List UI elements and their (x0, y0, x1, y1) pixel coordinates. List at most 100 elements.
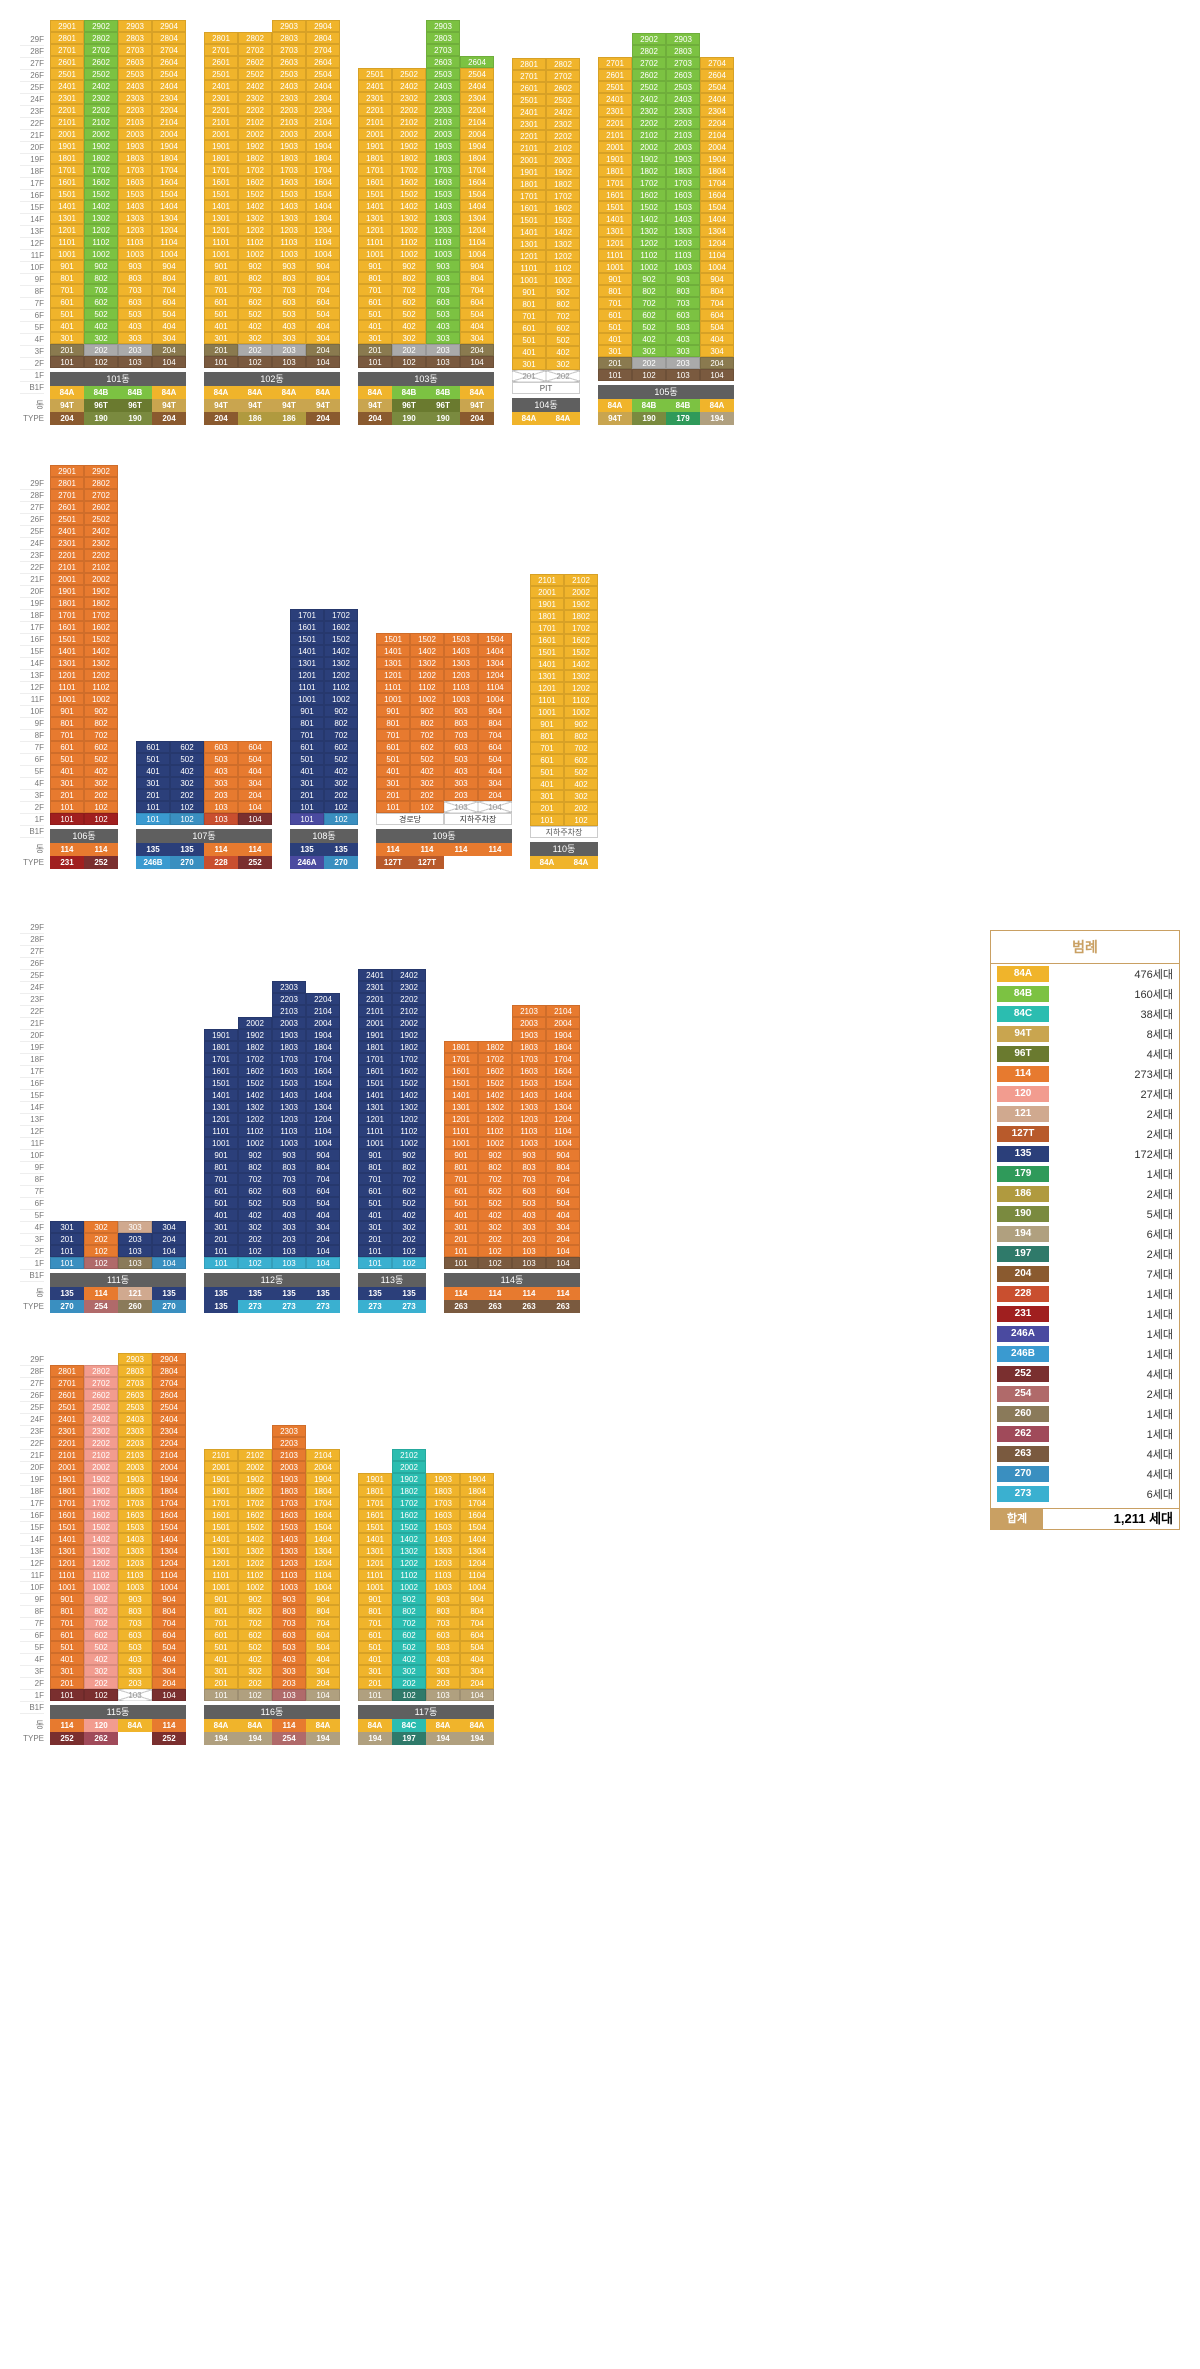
unit-cell: 1603 (426, 176, 460, 188)
unit-cell: 1403 (444, 645, 478, 657)
unit-cell: 1003 (118, 248, 152, 260)
unit-cell: 2404 (152, 80, 186, 92)
unit-cell: 2202 (238, 104, 272, 116)
unit-cell: 1602 (84, 621, 118, 633)
unit-cell: 402 (546, 346, 580, 358)
type-cell: 84A (546, 412, 580, 425)
unit-cell: 2402 (392, 969, 426, 981)
dong-label: 동 (20, 398, 44, 412)
unit-cell: 1002 (546, 274, 580, 286)
unit-cell (392, 20, 426, 32)
unit-cell: 2204 (700, 117, 734, 129)
legend-count: 4세대 (1049, 1366, 1173, 1382)
unit-cell: 103 (272, 1245, 306, 1257)
unit-cell: 102 (564, 814, 598, 826)
unit-cell: 1903 (272, 140, 306, 152)
unit-cell: 1702 (546, 190, 580, 202)
unit-cell: 104 (306, 1245, 340, 1257)
unit-cell: 1901 (204, 1029, 238, 1041)
unit-cell: 1601 (204, 1509, 238, 1521)
unit-cell: 1404 (306, 1089, 340, 1101)
unit-cell: 2704 (152, 1377, 186, 1389)
unit-cell: 401 (598, 333, 632, 345)
unit-cell: 1604 (700, 189, 734, 201)
unit-cell: 2101 (598, 129, 632, 141)
unit-cell: 704 (306, 1617, 340, 1629)
unit-cell: 402 (392, 320, 426, 332)
unit-cell: 102 (478, 1245, 512, 1257)
unit-cell: 503 (426, 308, 460, 320)
unit-cell: 1501 (50, 633, 84, 645)
building-name: 111동 (50, 1273, 186, 1287)
type-cell: 273 (306, 1300, 340, 1313)
unit-cell: 2501 (50, 68, 84, 80)
building-row: 29F28F27F26F25F24F23F22F21F20F19F18F17F1… (20, 465, 1180, 869)
unit-cell: 1102 (324, 681, 358, 693)
unit-cell: 1304 (546, 1101, 580, 1113)
legend-count: 172세대 (1049, 1146, 1173, 1162)
unit-cell: 104 (478, 801, 512, 813)
type-cell: 114 (50, 843, 84, 856)
unit-cell: 2701 (598, 57, 632, 69)
unit-cell: 2202 (392, 104, 426, 116)
unit-cell: 2701 (50, 1377, 84, 1389)
unit-cell: 2803 (118, 32, 152, 44)
unit-cell: 2804 (152, 1365, 186, 1377)
unit-cell: 602 (324, 741, 358, 753)
unit-cell: 1502 (564, 646, 598, 658)
unit-cell: 2601 (204, 56, 238, 68)
unit-cell: 1102 (84, 681, 118, 693)
unit-cell: 1703 (118, 1497, 152, 1509)
unit-cell: 403 (512, 1209, 546, 1221)
unit-cell: 1304 (460, 212, 494, 224)
unit-cell: 601 (512, 322, 546, 334)
unit-cell: 1802 (564, 610, 598, 622)
unit-cell: 301 (50, 332, 84, 344)
unit-cell: 703 (426, 1617, 460, 1629)
unit-cell: 2502 (392, 68, 426, 80)
unit-cell: 1301 (50, 212, 84, 224)
unit-cell: 104 (152, 1257, 186, 1269)
unit-cell: 902 (392, 1149, 426, 1161)
unit-cell: 1601 (50, 621, 84, 633)
unit-cell: 403 (204, 765, 238, 777)
unit-cell: 1301 (204, 212, 238, 224)
unit-cell: 1704 (460, 164, 494, 176)
type-cell: 179 (666, 412, 700, 425)
unit-cell: 1402 (84, 1533, 118, 1545)
building-name: 101동 (50, 372, 186, 386)
legend-swatch: 273 (997, 1486, 1049, 1502)
unit-cell: 1001 (358, 1137, 392, 1149)
unit-cell: 1804 (546, 1041, 580, 1053)
type-cell: 84B (118, 386, 152, 399)
unit-cell: 1903 (118, 140, 152, 152)
unit-cell: 2103 (118, 1449, 152, 1461)
type-cell: 120 (84, 1719, 118, 1732)
legend-swatch: 120 (997, 1086, 1049, 1102)
type-cell: 246B (136, 856, 170, 869)
unit-cell: 602 (170, 741, 204, 753)
type-cell (478, 856, 512, 869)
unit-cell: 1204 (478, 669, 512, 681)
unit-cell: 2804 (306, 32, 340, 44)
unit-cell: 901 (444, 1149, 478, 1161)
unit-cell: 1502 (410, 633, 444, 645)
unit-cell: 2004 (546, 1017, 580, 1029)
unit-cell: 2803 (272, 32, 306, 44)
unit-cell: 2403 (666, 93, 700, 105)
unit-cell: 304 (478, 777, 512, 789)
unit-cell: 503 (272, 1641, 306, 1653)
unit-cell: 1703 (272, 1497, 306, 1509)
unit-cell: 1702 (392, 164, 426, 176)
unit-cell: 902 (238, 1149, 272, 1161)
unit-cell: 1803 (272, 1485, 306, 1497)
unit-cell: 1201 (50, 669, 84, 681)
unit-cell: 602 (238, 296, 272, 308)
unit-cell: 2404 (700, 93, 734, 105)
unit-cell: 1903 (272, 1473, 306, 1485)
unit-cell: 404 (152, 320, 186, 332)
unit-cell: 1401 (290, 645, 324, 657)
legend-swatch: 262 (997, 1426, 1049, 1442)
unit-cell: 402 (324, 765, 358, 777)
unit-cell: 101 (358, 1257, 392, 1269)
